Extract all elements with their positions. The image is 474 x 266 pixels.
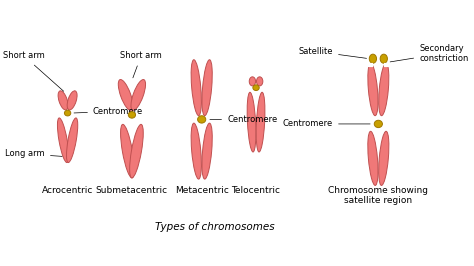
Text: Metacentric: Metacentric bbox=[175, 186, 228, 194]
Text: Centromere: Centromere bbox=[283, 119, 370, 128]
Text: Chromosome showing
satellite region: Chromosome showing satellite region bbox=[328, 186, 428, 205]
Ellipse shape bbox=[198, 116, 206, 123]
Ellipse shape bbox=[120, 124, 134, 178]
Ellipse shape bbox=[57, 118, 69, 163]
Ellipse shape bbox=[253, 85, 259, 90]
Ellipse shape bbox=[379, 131, 389, 185]
Ellipse shape bbox=[66, 118, 78, 163]
Text: Types of chromosomes: Types of chromosomes bbox=[155, 222, 275, 232]
Ellipse shape bbox=[374, 120, 383, 128]
Ellipse shape bbox=[191, 60, 201, 116]
Text: Centromere: Centromere bbox=[74, 107, 143, 116]
Ellipse shape bbox=[368, 63, 378, 116]
Text: Satellite: Satellite bbox=[299, 47, 366, 58]
Ellipse shape bbox=[247, 92, 256, 152]
Ellipse shape bbox=[368, 131, 378, 185]
Ellipse shape bbox=[369, 54, 376, 63]
Ellipse shape bbox=[191, 123, 201, 179]
Ellipse shape bbox=[67, 91, 77, 110]
Text: Acrocentric: Acrocentric bbox=[42, 186, 93, 194]
Ellipse shape bbox=[202, 60, 212, 116]
Text: Telocentric: Telocentric bbox=[231, 186, 281, 194]
Text: Centromere: Centromere bbox=[210, 115, 277, 124]
Text: Long arm: Long arm bbox=[5, 149, 62, 158]
Ellipse shape bbox=[256, 92, 265, 152]
Ellipse shape bbox=[130, 124, 143, 178]
Ellipse shape bbox=[249, 77, 255, 86]
Text: Secondary
constriction: Secondary constriction bbox=[390, 44, 468, 63]
Ellipse shape bbox=[131, 80, 146, 110]
Ellipse shape bbox=[256, 77, 263, 86]
Ellipse shape bbox=[58, 91, 68, 110]
Ellipse shape bbox=[64, 110, 71, 116]
Ellipse shape bbox=[380, 54, 387, 63]
Ellipse shape bbox=[202, 123, 212, 179]
Text: Submetacentric: Submetacentric bbox=[96, 186, 168, 194]
Text: Short arm: Short arm bbox=[3, 52, 64, 91]
Ellipse shape bbox=[128, 112, 136, 118]
Ellipse shape bbox=[118, 80, 133, 110]
Text: Short arm: Short arm bbox=[120, 52, 162, 78]
Ellipse shape bbox=[379, 63, 389, 116]
